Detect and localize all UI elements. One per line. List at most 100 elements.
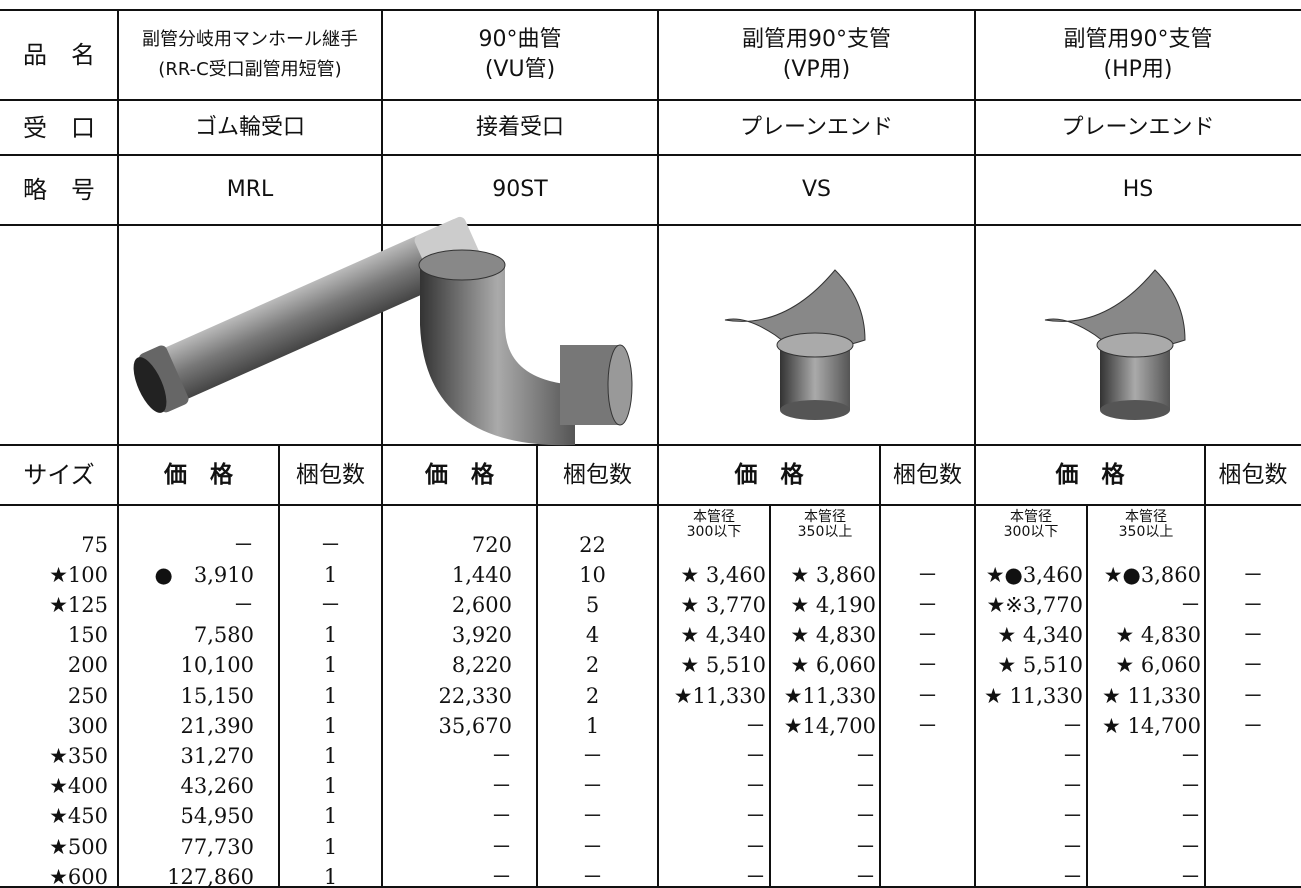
size: 150 — [67, 623, 108, 648]
price: ★ 4,190 — [790, 592, 876, 617]
price-header: 価 格 — [734, 461, 804, 488]
price: － — [745, 713, 766, 738]
qty-header: 梱包数 — [563, 461, 632, 488]
price: 3,920 — [451, 623, 512, 648]
qty: － — [917, 683, 938, 708]
product-name: (VU管) — [484, 57, 556, 82]
price: 7,580 — [193, 623, 254, 648]
price: ★ 3,860 — [790, 562, 876, 587]
row-label: サイズ — [23, 461, 95, 489]
receiver: プレーンエンド — [1061, 115, 1215, 140]
price: － — [855, 864, 876, 888]
size: ★400 — [49, 774, 108, 799]
size: ★600 — [49, 864, 108, 888]
price: － — [745, 743, 766, 768]
qty: 1 — [323, 804, 338, 829]
price: ★14,700 — [783, 713, 876, 738]
qty: 1 — [323, 864, 338, 888]
qty: － — [917, 592, 938, 617]
price: ★ 4,830 — [790, 623, 876, 648]
elbow-image — [418, 249, 633, 446]
qty: 1 — [585, 713, 600, 738]
qty: － — [1242, 683, 1264, 708]
price: － — [855, 743, 876, 768]
qty: － — [582, 743, 603, 768]
price: 15,150 — [180, 683, 254, 708]
product-name: 副管用90°支管 — [1063, 27, 1213, 52]
price: ★※3,770 — [986, 592, 1083, 617]
price: － — [745, 774, 766, 799]
qty: － — [1242, 653, 1264, 678]
price: － — [1062, 804, 1083, 829]
price: － — [1062, 834, 1083, 859]
size: ★500 — [49, 834, 108, 859]
price: ★ 6,060 — [790, 653, 876, 678]
size: ★100 — [49, 562, 108, 587]
qty: － — [582, 804, 603, 829]
saddle-image — [1044, 269, 1186, 420]
price: ★ 3,770 — [680, 592, 766, 617]
price: － — [1062, 774, 1083, 799]
price: － — [1180, 804, 1201, 829]
receiver: 接着受口 — [475, 115, 565, 140]
price: － — [745, 834, 766, 859]
price: ★ 5,510 — [997, 653, 1083, 678]
price: － — [491, 804, 512, 829]
price: － — [233, 532, 254, 557]
qty: － — [917, 653, 938, 678]
size: 75 — [81, 532, 108, 557]
price: ● 3,910 — [154, 562, 254, 587]
price: ★ 14,700 — [1102, 713, 1201, 738]
price: ★ 6,060 — [1115, 653, 1201, 678]
sub-header: 本管径 — [693, 509, 735, 525]
product-name: 副管分岐用マンホール継手 — [142, 29, 358, 50]
price: ★●3,460 — [985, 562, 1083, 587]
sub-header: 350以上 — [797, 524, 853, 540]
qty: 1 — [323, 562, 338, 587]
size: 300 — [67, 713, 108, 738]
sub-header: 本管径 — [804, 509, 846, 525]
receiver: プレーンエンド — [740, 115, 893, 140]
price: － — [491, 834, 512, 859]
price: ★ 4,830 — [1115, 623, 1201, 648]
price: － — [1180, 834, 1201, 859]
price: － — [1062, 864, 1083, 888]
size: ★125 — [49, 592, 108, 617]
price: ★●3,860 — [1103, 562, 1201, 587]
price: 35,670 — [438, 713, 512, 738]
price: 54,950 — [180, 804, 254, 829]
price: ★ 11,330 — [1102, 683, 1201, 708]
price: － — [1180, 592, 1201, 617]
price: － — [855, 774, 876, 799]
price: － — [745, 804, 766, 829]
price: 10,100 — [180, 653, 254, 678]
price: 31,270 — [180, 743, 254, 768]
price: 22,330 — [438, 683, 512, 708]
price-header: 価 格 — [1055, 461, 1125, 488]
price: － — [1180, 743, 1201, 768]
qty: － — [1242, 713, 1264, 738]
qty: 1 — [323, 683, 338, 708]
qty: － — [582, 774, 603, 799]
price: 127,860 — [167, 864, 254, 888]
price: 77,730 — [180, 834, 254, 859]
product-name: (HP用) — [1103, 57, 1173, 82]
sub-header: 350以上 — [1118, 524, 1174, 540]
code: 90ST — [492, 177, 548, 202]
qty: － — [1242, 623, 1264, 648]
code: VS — [801, 177, 832, 202]
price: ★ 3,460 — [680, 562, 766, 587]
qty: － — [917, 623, 938, 648]
size: 200 — [67, 653, 108, 678]
size: ★350 — [49, 743, 108, 768]
price: － — [1180, 864, 1201, 888]
price: ★11,330 — [783, 683, 876, 708]
price: － — [491, 774, 512, 799]
sub-header: 300以下 — [1003, 524, 1059, 540]
sub-header: 本管径 — [1010, 509, 1052, 525]
qty: － — [1242, 592, 1264, 617]
price: ★ 4,340 — [997, 623, 1083, 648]
qty: 2 — [585, 683, 600, 708]
